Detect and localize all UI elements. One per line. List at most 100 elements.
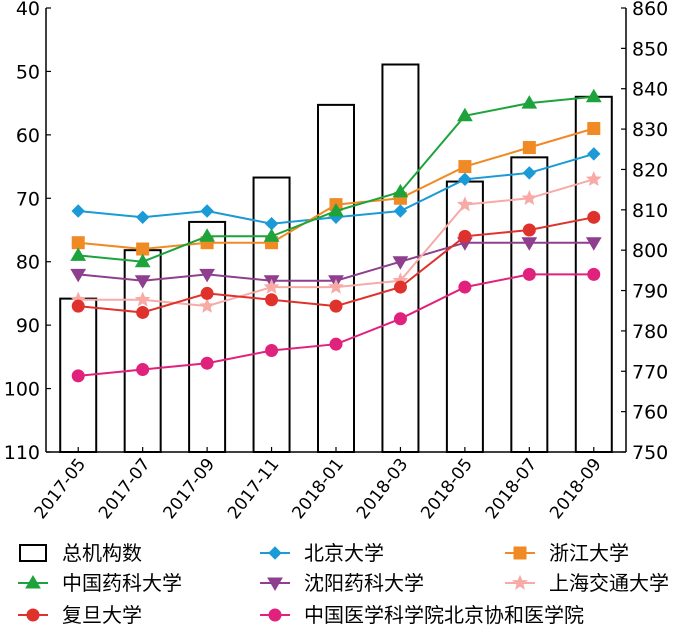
right-tick-label: 770: [632, 361, 668, 383]
data-point: [134, 253, 151, 268]
legend-item: 上海交通大学: [505, 571, 669, 595]
legend-label: 复旦大学: [62, 603, 142, 627]
data-point: [587, 147, 601, 161]
legend-item: 总机构数: [19, 541, 142, 565]
right-tick-label: 860: [632, 0, 668, 20]
data-point: [328, 278, 344, 294]
right-tick-label: 840: [632, 79, 668, 101]
data-point: [200, 204, 214, 218]
legend-label: 北京大学: [304, 541, 384, 565]
x-tick-label: 2017-05: [31, 455, 90, 523]
right-tick-label: 750: [632, 442, 668, 464]
data-point: [136, 363, 150, 377]
data-point: [458, 160, 472, 174]
x-tick-label: 2017-09: [160, 455, 219, 523]
legend-marker: [268, 546, 282, 560]
legend-item: 中国药科大学: [18, 571, 182, 595]
bar-2017-09: [188, 220, 227, 453]
data-point: [587, 122, 601, 136]
legend-marker: [268, 608, 282, 622]
series-s2: [70, 88, 602, 268]
bars: [59, 63, 613, 454]
left-tick-label: 60: [16, 125, 40, 147]
x-axis-ticks: 2017-05 2017-07 2017-09 2017-11 2018-01 2018-…: [31, 447, 606, 523]
data-point: [136, 305, 150, 319]
data-point: [329, 299, 343, 313]
data-point: [200, 356, 214, 370]
data-point: [522, 141, 536, 155]
data-point: [200, 286, 214, 300]
right-tick-label: 830: [632, 119, 668, 141]
data-point: [134, 291, 151, 307]
legend-label: 上海交通大学: [549, 571, 669, 595]
right-axis-ticks: 860 850 840 830 820 810 800 790 780 770 760 750: [621, 0, 668, 464]
legend-label: 浙江大学: [549, 541, 629, 565]
data-point: [456, 196, 473, 212]
data-point: [70, 247, 87, 261]
legend-label: 沈阳药科大学: [304, 571, 424, 595]
left-axis-ticks: 40 50 60 70 80 90 100 110: [4, 0, 51, 464]
data-point: [199, 228, 215, 242]
data-point: [328, 203, 344, 217]
legend-item: 北京大学: [260, 541, 384, 565]
data-point: [458, 229, 472, 243]
data-point: [521, 190, 538, 205]
legend-item: 沈阳药科大学: [260, 571, 424, 595]
x-tick-label: 2018-07: [482, 455, 541, 523]
right-tick-label: 760: [632, 402, 668, 424]
data-point: [134, 275, 151, 289]
series-s6: [71, 267, 601, 383]
x-tick-label: 2018-05: [417, 455, 476, 523]
left-tick-label: 110: [4, 442, 40, 464]
legend-item: 复旦大学: [18, 603, 142, 627]
legend-marker: [513, 546, 527, 560]
left-tick-label: 50: [16, 61, 40, 83]
data-point: [587, 267, 601, 281]
right-tick-label: 810: [632, 200, 668, 222]
legend-item: 浙江大学: [505, 541, 629, 565]
data-point: [458, 172, 472, 187]
x-tick-label: 2018-01: [288, 455, 347, 523]
left-tick-label: 40: [16, 0, 40, 20]
legend-swatch: [19, 544, 47, 562]
data-point: [585, 88, 602, 103]
legend-label: 总机构数: [62, 541, 142, 565]
data-point: [522, 267, 536, 281]
series-s5: [71, 210, 601, 319]
data-point: [521, 237, 538, 251]
data-point: [199, 268, 215, 283]
data-point: [265, 344, 279, 358]
data-point: [329, 337, 343, 351]
bar-2018-07: [510, 156, 549, 453]
data-point: [585, 237, 602, 251]
data-point: [392, 183, 409, 198]
legend-marker: [512, 574, 528, 590]
x-tick-label: 2018-09: [546, 455, 605, 523]
x-tick-label: 2018-03: [353, 455, 412, 523]
right-tick-label: 800: [632, 240, 668, 262]
data-point: [522, 223, 536, 237]
data-point: [71, 236, 85, 250]
data-point: [71, 369, 85, 383]
data-point: [522, 166, 537, 180]
legend-marker: [26, 608, 40, 622]
data-point: [457, 107, 473, 122]
data-point: [71, 204, 85, 218]
legend-item: 中国医学科学院北京协和医学院: [260, 603, 584, 627]
data-point: [263, 278, 280, 294]
left-tick-label: 90: [16, 315, 40, 337]
legend-marker: [25, 575, 41, 589]
data-point: [71, 299, 85, 313]
left-tick-label: 80: [16, 252, 40, 274]
data-point: [393, 312, 407, 326]
legend-marker: [267, 577, 283, 591]
data-point: [265, 293, 279, 307]
right-tick-label: 850: [632, 38, 668, 60]
data-point: [587, 210, 601, 224]
right-tick-label: 780: [632, 321, 668, 343]
lines: [70, 88, 602, 383]
data-point: [263, 228, 280, 242]
data-point: [392, 256, 409, 270]
legend-label: 中国医学科学院北京协和医学院: [304, 603, 584, 627]
